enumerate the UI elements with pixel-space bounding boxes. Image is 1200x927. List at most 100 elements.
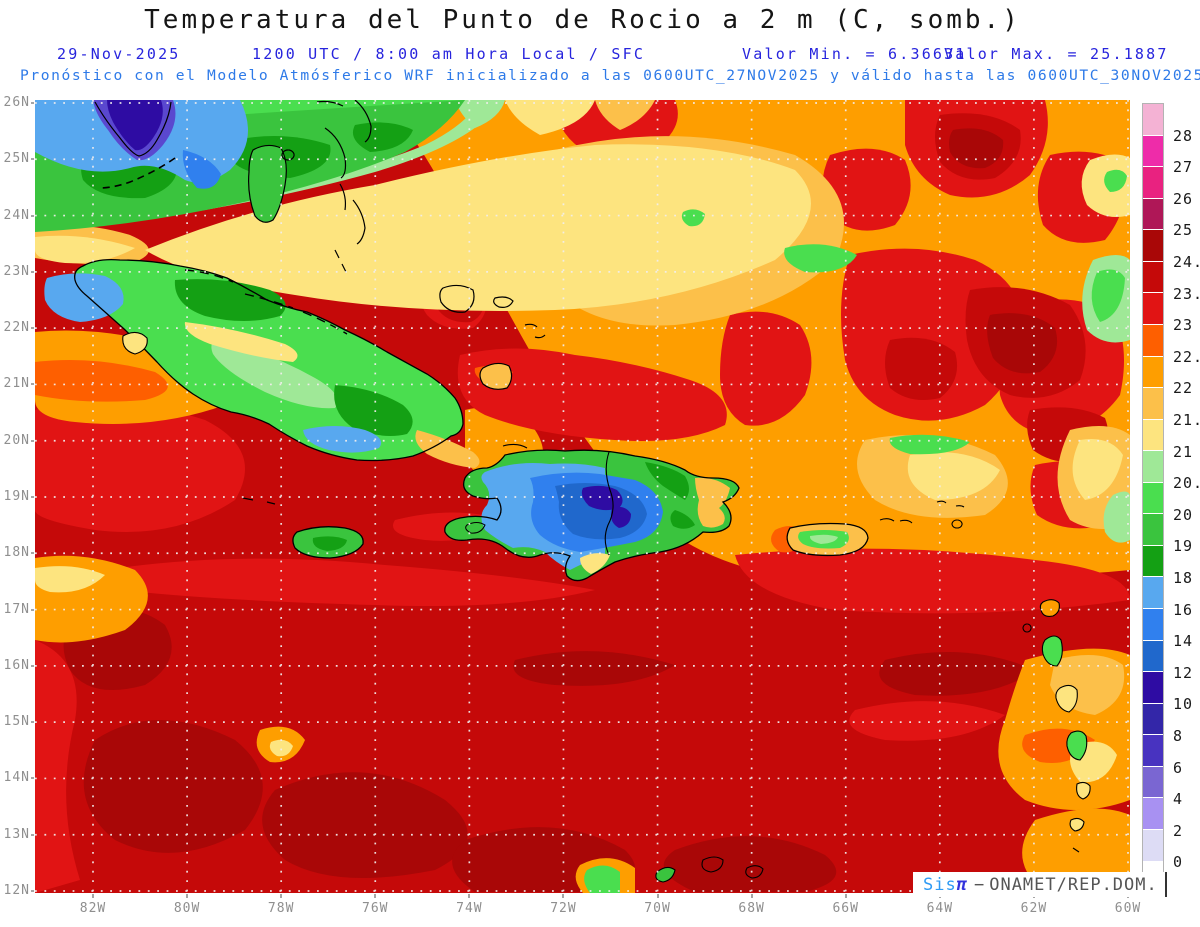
lat-tick — [31, 721, 34, 724]
legend-label: 28 — [1173, 126, 1194, 145]
island-jamaica — [292, 526, 364, 559]
lon-label: 72W — [550, 901, 577, 916]
lon-label: 66W — [832, 901, 859, 916]
legend-color-cell — [1143, 324, 1163, 356]
legend-color-cell — [1143, 545, 1163, 577]
lon-label: 64W — [926, 901, 954, 916]
legend-color-cell — [1143, 482, 1163, 514]
contour-red-patches — [35, 402, 1005, 893]
lat-tick — [31, 158, 34, 161]
island-hispaniola — [444, 443, 740, 582]
color-scale-legend: 2827262524.523.52322.52221.52120.5201918… — [1142, 103, 1200, 893]
run-time: 1200 UTC / 8:00 am Hora Local / SFC — [252, 45, 646, 63]
legend-label: 4 — [1173, 790, 1184, 809]
legend-label: 19 — [1173, 537, 1194, 556]
legend-color-cell — [1143, 514, 1163, 545]
lat-label: 12N — [3, 882, 30, 898]
lat-label: 15N — [3, 714, 30, 730]
lat-tick — [31, 495, 34, 498]
lat-tick — [31, 439, 34, 442]
legend-color-cell — [1143, 388, 1163, 419]
lon-tick — [844, 894, 847, 898]
legend-label: 25 — [1173, 221, 1194, 240]
legend-label: 6 — [1173, 758, 1184, 777]
islands-lesser-antilles — [879, 500, 1091, 853]
lat-tick — [31, 552, 34, 555]
lat-label: 23N — [3, 263, 30, 279]
lon-label: 80W — [173, 901, 201, 916]
lat-tick — [31, 664, 34, 667]
legend-color-cell — [1143, 451, 1163, 482]
legend-label: 2 — [1173, 821, 1184, 840]
lon-tick — [374, 894, 377, 898]
legend-label: 22.5 — [1173, 347, 1200, 366]
max-value-label: Valor Max. = 25.1887 — [944, 45, 1169, 63]
model-init-line: Pronóstico con el Modelo Atmósferico WRF… — [20, 67, 1200, 84]
lat-tick — [31, 270, 34, 273]
legend-color-cell — [1143, 672, 1163, 703]
watermark-org: ONAMET/REP.DOM. — [989, 874, 1158, 895]
lon-tick — [186, 894, 189, 898]
watermark: Sis π − ONAMET/REP.DOM. — [913, 872, 1167, 897]
legend-label: 27 — [1173, 158, 1194, 177]
legend-color-cell — [1143, 640, 1163, 672]
lon-tick — [468, 894, 471, 898]
lon-tick — [656, 894, 659, 898]
color-scale-bar — [1142, 103, 1164, 893]
legend-color-cell — [1143, 135, 1163, 167]
lon-label: 74W — [456, 901, 483, 916]
legend-label: 8 — [1173, 727, 1184, 745]
legend-color-cell — [1143, 798, 1163, 829]
lon-label: 70W — [644, 901, 671, 916]
islands-bahamas — [248, 100, 546, 390]
lon-label: 60W — [1114, 901, 1142, 916]
legend-label: 23.5 — [1173, 284, 1200, 303]
lat-tick — [31, 777, 34, 780]
lon-tick — [750, 894, 753, 898]
lat-label: 21N — [3, 376, 30, 392]
watermark-brand: Sis — [923, 874, 957, 895]
lat-tick — [31, 214, 34, 217]
lon-tick — [280, 894, 283, 898]
legend-label: 0 — [1173, 853, 1184, 872]
legend-color-cell — [1143, 703, 1163, 735]
lon-label: 68W — [738, 901, 765, 916]
legend-color-cell — [1143, 230, 1163, 261]
legend-color-cell — [1143, 261, 1163, 293]
lat-label: 20N — [3, 432, 30, 448]
legend-color-cell — [1143, 104, 1163, 135]
lat-label: 17N — [3, 601, 30, 617]
lon-label: 76W — [362, 901, 389, 916]
watermark-separator: − — [973, 874, 986, 895]
page-title: Temperatura del Punto de Rocio a 2 m (C,… — [144, 5, 1021, 35]
legend-color-cell — [1143, 766, 1163, 798]
lat-tick — [31, 327, 34, 330]
legend-color-cell — [1143, 609, 1163, 640]
legend-label: 22 — [1173, 379, 1194, 398]
legend-color-cell — [1143, 167, 1163, 198]
graticule-grid — [35, 100, 1130, 893]
lat-tick — [31, 833, 34, 836]
legend-label: 12 — [1173, 663, 1194, 682]
lat-label: 26N — [3, 95, 30, 110]
legend-label: 26 — [1173, 189, 1194, 208]
lat-label: 19N — [3, 488, 30, 504]
legend-label: 21.5 — [1173, 411, 1200, 429]
legend-color-cell — [1143, 356, 1163, 388]
lat-tick — [31, 608, 34, 611]
legend-label: 21 — [1173, 442, 1194, 461]
legend-color-cell — [1143, 735, 1163, 766]
lat-label: 24N — [3, 207, 30, 223]
legend-label: 18 — [1173, 569, 1194, 587]
legend-label: 14 — [1173, 632, 1194, 651]
lat-label: 22N — [3, 320, 30, 336]
lon-tick — [562, 894, 565, 898]
pi-logo-icon: π — [956, 874, 968, 895]
legend-label: 16 — [1173, 600, 1194, 619]
lon-label: 82W — [79, 901, 107, 916]
lat-label: 16N — [3, 657, 30, 673]
map-canvas — [35, 100, 1130, 893]
islands-cayman — [242, 497, 276, 505]
lat-tick — [31, 383, 34, 386]
min-value-label: Valor Min. = 6.36631 — [742, 45, 967, 63]
